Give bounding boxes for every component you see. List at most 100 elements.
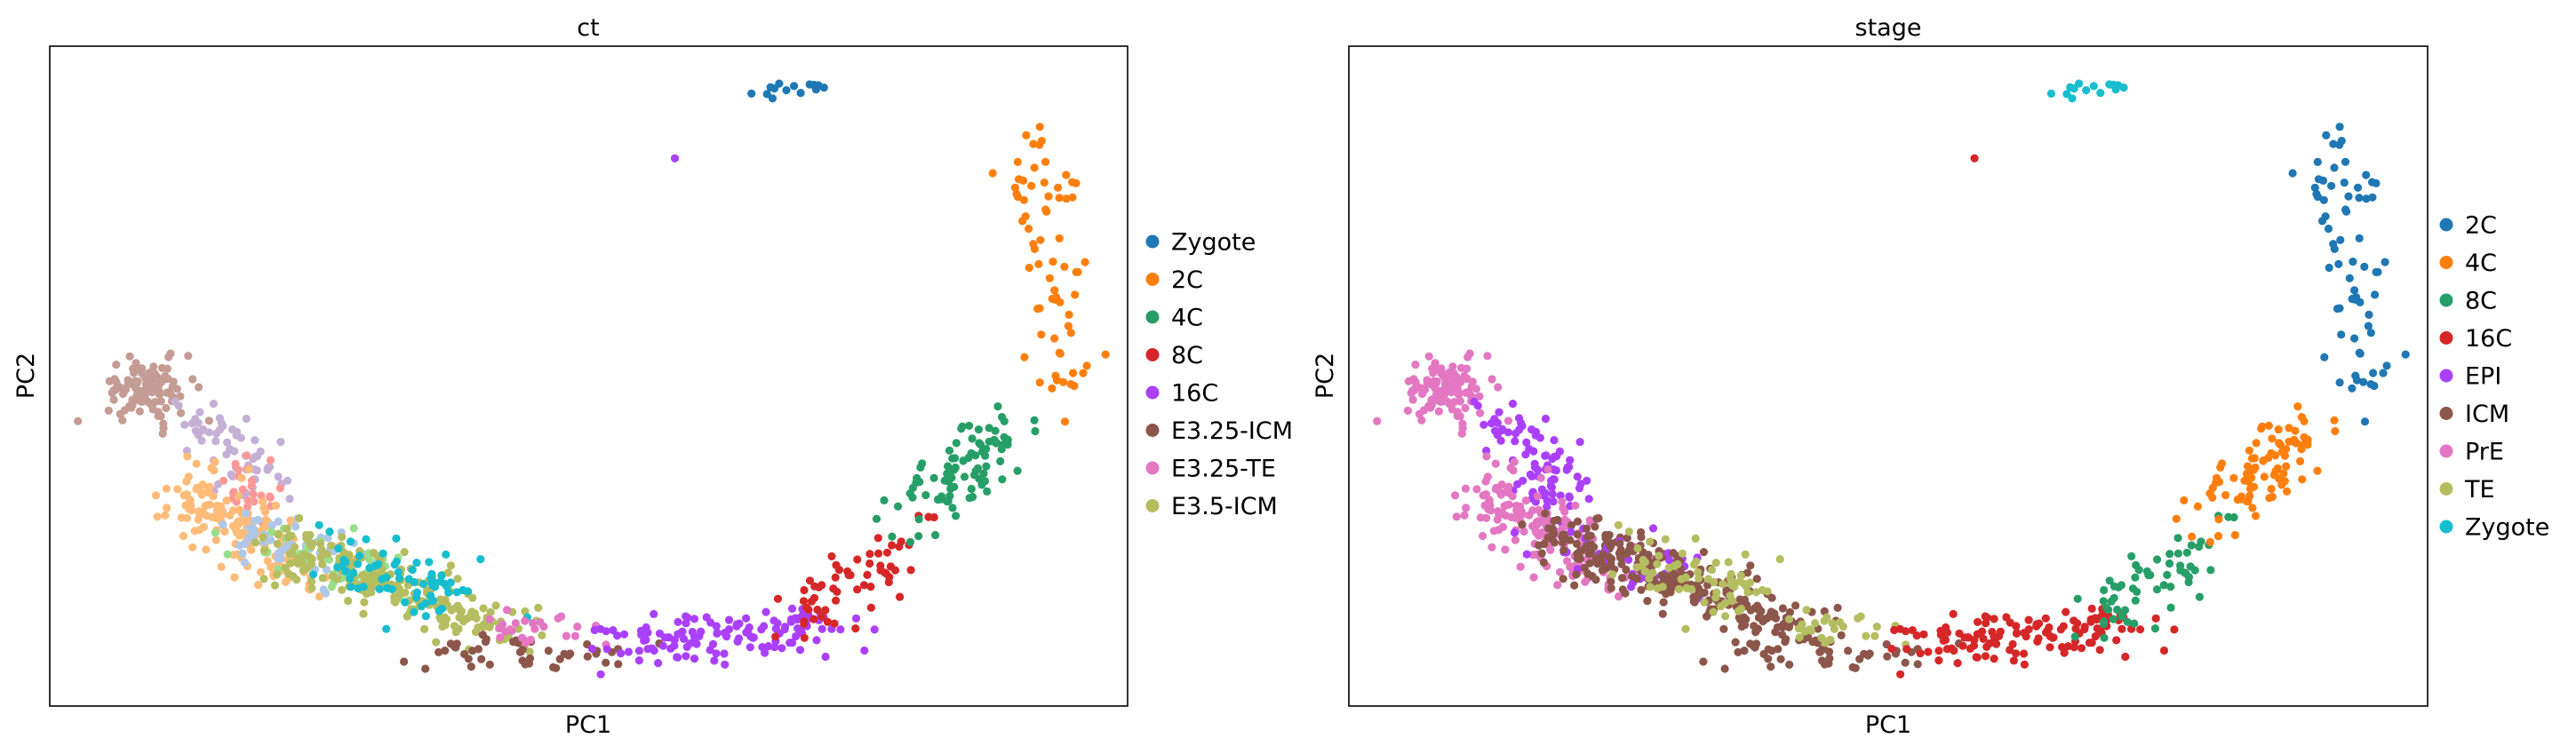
scatter-point bbox=[1565, 493, 1574, 502]
legend-marker bbox=[1145, 310, 1160, 324]
scatter-point bbox=[403, 581, 412, 590]
scatter-point bbox=[1503, 428, 1512, 437]
scatter-point bbox=[242, 509, 251, 518]
scatter-point bbox=[392, 557, 401, 566]
scatter-point bbox=[1559, 546, 1568, 555]
scatter-point bbox=[1955, 629, 1964, 638]
scatter-point bbox=[1037, 137, 1046, 146]
scatter-point bbox=[338, 585, 347, 594]
scatter-point bbox=[2298, 475, 2307, 484]
scatter-point bbox=[2119, 83, 2128, 92]
scatter-point bbox=[998, 475, 1007, 484]
scatter-point bbox=[240, 558, 249, 567]
scatter-point bbox=[821, 606, 830, 615]
scatter-point bbox=[2123, 617, 2132, 626]
scatter-point bbox=[2350, 334, 2359, 343]
scatter-point bbox=[1462, 504, 1471, 512]
scatter-point bbox=[2350, 286, 2359, 295]
scatter-point bbox=[1071, 290, 1080, 299]
scatter-point bbox=[2127, 552, 2136, 561]
scatter-point bbox=[250, 497, 259, 506]
scatter-point bbox=[2334, 259, 2343, 268]
scatter-point bbox=[2150, 624, 2160, 633]
scatter-point bbox=[1487, 543, 1496, 552]
scatter-point bbox=[2006, 618, 2014, 627]
legend-marker bbox=[1145, 499, 1160, 512]
scatter-point bbox=[390, 597, 399, 606]
scatter-point bbox=[1426, 403, 1435, 412]
scatter-point bbox=[1795, 633, 1804, 642]
scatter-point bbox=[432, 638, 441, 647]
scatter-point bbox=[1570, 581, 1579, 590]
scatter-point bbox=[1533, 492, 1542, 501]
scatter-point bbox=[203, 487, 212, 496]
scatter-point bbox=[1021, 212, 1030, 221]
scatter-point bbox=[2020, 649, 2029, 658]
scatter-point bbox=[1648, 568, 1657, 577]
scatter-point bbox=[2362, 171, 2371, 179]
scatter-point bbox=[1479, 531, 1487, 541]
scatter-point bbox=[2033, 637, 2042, 647]
scatter-point bbox=[252, 451, 262, 461]
scatter-point bbox=[285, 550, 294, 559]
scatter-point bbox=[1041, 205, 1050, 214]
scatter-point bbox=[762, 607, 770, 616]
scatter-point bbox=[2337, 330, 2346, 339]
scatter-point bbox=[238, 485, 247, 494]
scatter-point bbox=[1013, 193, 1023, 202]
scatter-point bbox=[832, 596, 841, 605]
scatter-point bbox=[267, 536, 275, 544]
scatter-point bbox=[1624, 528, 1633, 536]
scatter-point bbox=[1677, 575, 1686, 583]
scatter-point bbox=[2371, 290, 2380, 299]
scatter-point bbox=[2170, 625, 2179, 634]
scatter-point bbox=[1727, 579, 1735, 588]
scatter-point bbox=[146, 378, 155, 387]
scatter-point bbox=[188, 543, 197, 552]
scatter-point bbox=[757, 625, 766, 634]
scatter-point bbox=[2313, 157, 2322, 166]
scatter-point bbox=[2348, 294, 2357, 304]
scatter-point bbox=[442, 550, 451, 560]
scatter-point bbox=[525, 654, 535, 663]
legend-item: Zygote bbox=[2439, 514, 2549, 542]
scatter-point bbox=[285, 495, 294, 504]
scatter-point bbox=[1699, 657, 1708, 666]
scatter-point bbox=[158, 429, 167, 438]
scatter-point bbox=[1833, 603, 1842, 613]
scatter-point bbox=[150, 369, 159, 377]
legend-item: 2C bbox=[1145, 266, 1203, 294]
scatter-point bbox=[1585, 516, 1594, 525]
scatter-point bbox=[2180, 496, 2189, 505]
scatter-point bbox=[435, 613, 444, 623]
legend-label: 4C bbox=[2465, 250, 2497, 277]
scatter-point bbox=[782, 86, 791, 95]
scatter-point bbox=[2136, 625, 2145, 634]
scatter-point bbox=[219, 476, 228, 485]
scatter-point bbox=[1552, 451, 1561, 461]
scatter-point bbox=[74, 417, 83, 425]
scatter-point bbox=[1618, 585, 1627, 594]
scatter-point bbox=[192, 459, 201, 468]
scatter-point bbox=[1068, 193, 1077, 202]
scatter-point bbox=[813, 605, 822, 615]
scatter-point bbox=[2173, 534, 2182, 543]
legend-item: 8C bbox=[1145, 342, 1203, 369]
x-axis-label: PC1 bbox=[565, 711, 611, 739]
scatter-point bbox=[1492, 483, 1501, 493]
scatter-point bbox=[346, 537, 355, 546]
scatter-point bbox=[163, 388, 171, 397]
scatter-point bbox=[1669, 571, 1678, 580]
scatter-point bbox=[570, 631, 580, 640]
scatter-point bbox=[274, 530, 283, 539]
scatter-point bbox=[328, 572, 338, 581]
scatter-point bbox=[2340, 179, 2349, 187]
scatter-point bbox=[583, 652, 592, 661]
scatter-point bbox=[1410, 385, 1419, 394]
scatter-point bbox=[1417, 389, 1427, 399]
axes-frame bbox=[49, 45, 1128, 707]
scatter-point bbox=[1049, 258, 1057, 266]
scatter-point bbox=[1828, 619, 1837, 628]
scatter-point bbox=[1703, 612, 1711, 621]
scatter-point bbox=[833, 587, 841, 597]
